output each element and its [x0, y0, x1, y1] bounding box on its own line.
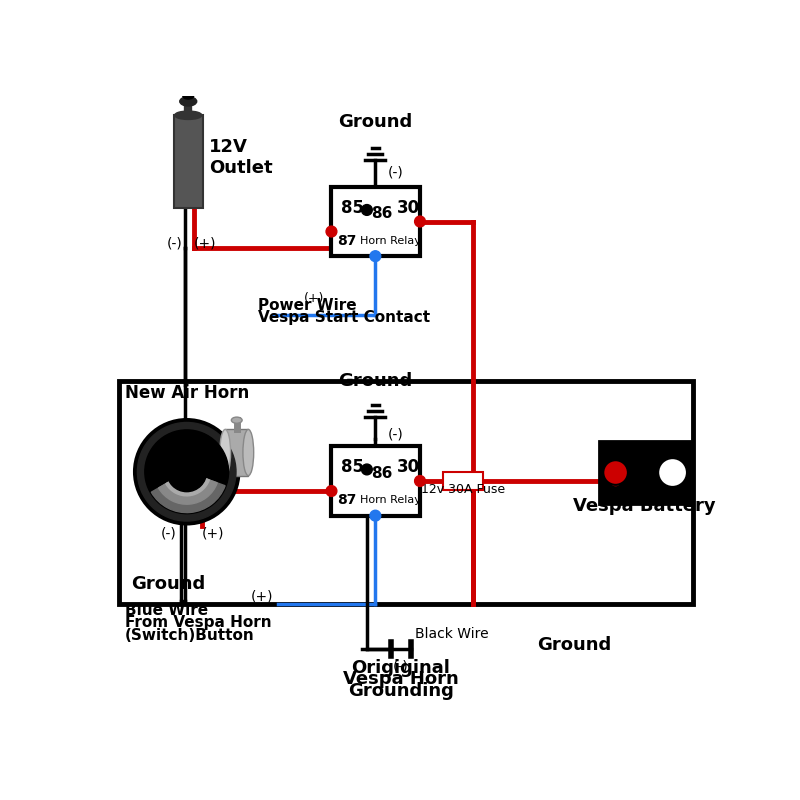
Text: (+): (+) — [251, 590, 274, 603]
Text: 30: 30 — [397, 458, 420, 476]
Text: Origiginal: Origiginal — [351, 658, 450, 677]
Bar — [331, 187, 420, 256]
Text: Black Wire: Black Wire — [414, 627, 488, 641]
Ellipse shape — [243, 430, 254, 476]
Text: 87: 87 — [338, 234, 357, 248]
Text: (+): (+) — [304, 292, 324, 306]
Text: Ground: Ground — [338, 114, 413, 131]
Text: (+): (+) — [202, 526, 224, 540]
Circle shape — [603, 460, 628, 485]
Text: (+): (+) — [194, 237, 217, 251]
Text: Vespa Start Contact: Vespa Start Contact — [258, 310, 430, 326]
Circle shape — [414, 476, 426, 486]
Ellipse shape — [220, 430, 230, 476]
Wedge shape — [151, 472, 225, 513]
Bar — [331, 446, 420, 516]
Wedge shape — [166, 472, 210, 496]
Bar — [226, 430, 248, 476]
Bar — [119, 381, 693, 604]
Circle shape — [326, 486, 337, 496]
Ellipse shape — [180, 97, 197, 106]
Text: Blue Wire: Blue Wire — [125, 603, 208, 618]
Text: From Vespa Horn: From Vespa Horn — [125, 615, 272, 630]
Text: 85: 85 — [342, 458, 365, 476]
Circle shape — [611, 476, 620, 486]
Circle shape — [660, 460, 685, 485]
Circle shape — [370, 250, 381, 262]
Ellipse shape — [183, 93, 194, 99]
Circle shape — [134, 419, 239, 524]
Circle shape — [370, 510, 381, 521]
Text: 86: 86 — [370, 206, 392, 222]
Text: 12v 30A Fuse: 12v 30A Fuse — [421, 482, 505, 495]
Text: (-): (-) — [166, 237, 182, 251]
Circle shape — [326, 226, 337, 237]
Text: 85: 85 — [342, 198, 365, 217]
Text: (Switch)Button: (Switch)Button — [125, 628, 255, 642]
Circle shape — [167, 452, 206, 492]
Text: (-): (-) — [388, 166, 403, 180]
Circle shape — [414, 216, 426, 227]
Text: Vespa Battery: Vespa Battery — [573, 497, 715, 515]
Text: New Air Horn: New Air Horn — [125, 384, 250, 402]
Circle shape — [145, 430, 229, 514]
Text: (-): (-) — [388, 428, 403, 442]
Bar — [443, 472, 483, 490]
Wedge shape — [158, 472, 218, 504]
Text: Horn Relay: Horn Relay — [360, 495, 421, 506]
Circle shape — [362, 205, 372, 215]
Text: (-): (-) — [664, 466, 681, 479]
Text: (+): (+) — [605, 466, 626, 479]
Text: Ground: Ground — [131, 574, 206, 593]
Text: 87: 87 — [338, 494, 357, 507]
Text: (-): (-) — [160, 526, 176, 540]
Text: Ground: Ground — [338, 372, 413, 390]
Circle shape — [362, 464, 372, 475]
Ellipse shape — [231, 417, 242, 423]
Bar — [598, 441, 690, 504]
Text: 86: 86 — [370, 466, 392, 481]
Bar — [174, 115, 203, 208]
Text: 30: 30 — [397, 198, 420, 217]
Text: Ground: Ground — [537, 637, 611, 654]
Text: 12V
Outlet: 12V Outlet — [209, 138, 273, 177]
Text: (-): (-) — [393, 660, 409, 674]
Ellipse shape — [175, 111, 202, 119]
Text: Grounding: Grounding — [348, 682, 454, 700]
Text: Vespa Horn: Vespa Horn — [343, 670, 458, 688]
Circle shape — [138, 422, 236, 521]
Text: Horn Relay: Horn Relay — [360, 236, 421, 246]
Text: Power Wire: Power Wire — [258, 298, 357, 313]
